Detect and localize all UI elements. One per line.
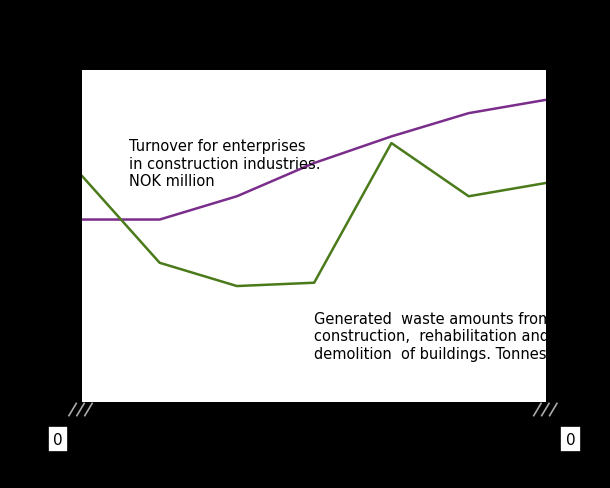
Text: Generated  waste amounts from
construction,  rehabilitation and
demolition  of b: Generated waste amounts from constructio…: [314, 311, 553, 361]
Text: 0: 0: [565, 432, 575, 447]
Text: Turnover for enterprises
in construction industries.
NOK million: Turnover for enterprises in construction…: [129, 139, 320, 188]
Text: 0: 0: [53, 432, 63, 447]
